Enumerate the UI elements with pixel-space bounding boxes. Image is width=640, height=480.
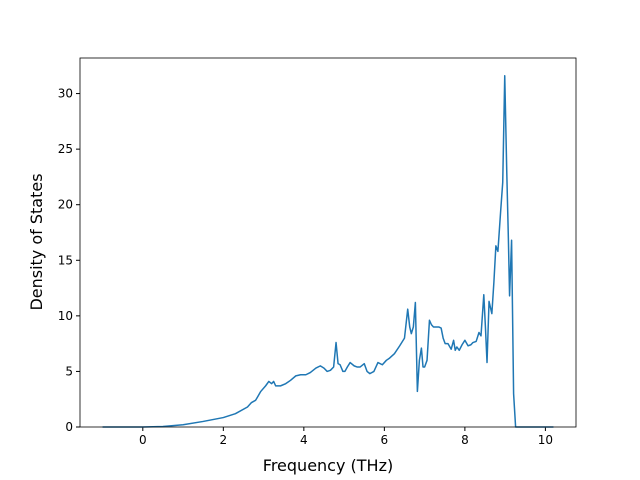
x-tick-label: 2 — [220, 433, 228, 447]
y-axis-label: Density of States — [27, 173, 46, 310]
y-tick-label: 20 — [58, 198, 73, 212]
x-tick-label: 0 — [139, 433, 147, 447]
y-tick-label: 10 — [58, 309, 73, 323]
y-tick-label: 5 — [65, 364, 73, 378]
x-tick-label: 10 — [538, 433, 553, 447]
x-tick-label: 6 — [381, 433, 389, 447]
x-axis-label: Frequency (THz) — [263, 456, 393, 475]
y-tick-label: 30 — [58, 87, 73, 101]
x-tick-label: 4 — [300, 433, 308, 447]
y-tick-label: 15 — [58, 253, 73, 267]
y-tick-label: 25 — [58, 142, 73, 156]
axes-frame — [79, 57, 577, 428]
data-line — [102, 75, 554, 428]
y-tick-label: 0 — [65, 420, 73, 434]
x-tick-label: 8 — [461, 433, 469, 447]
